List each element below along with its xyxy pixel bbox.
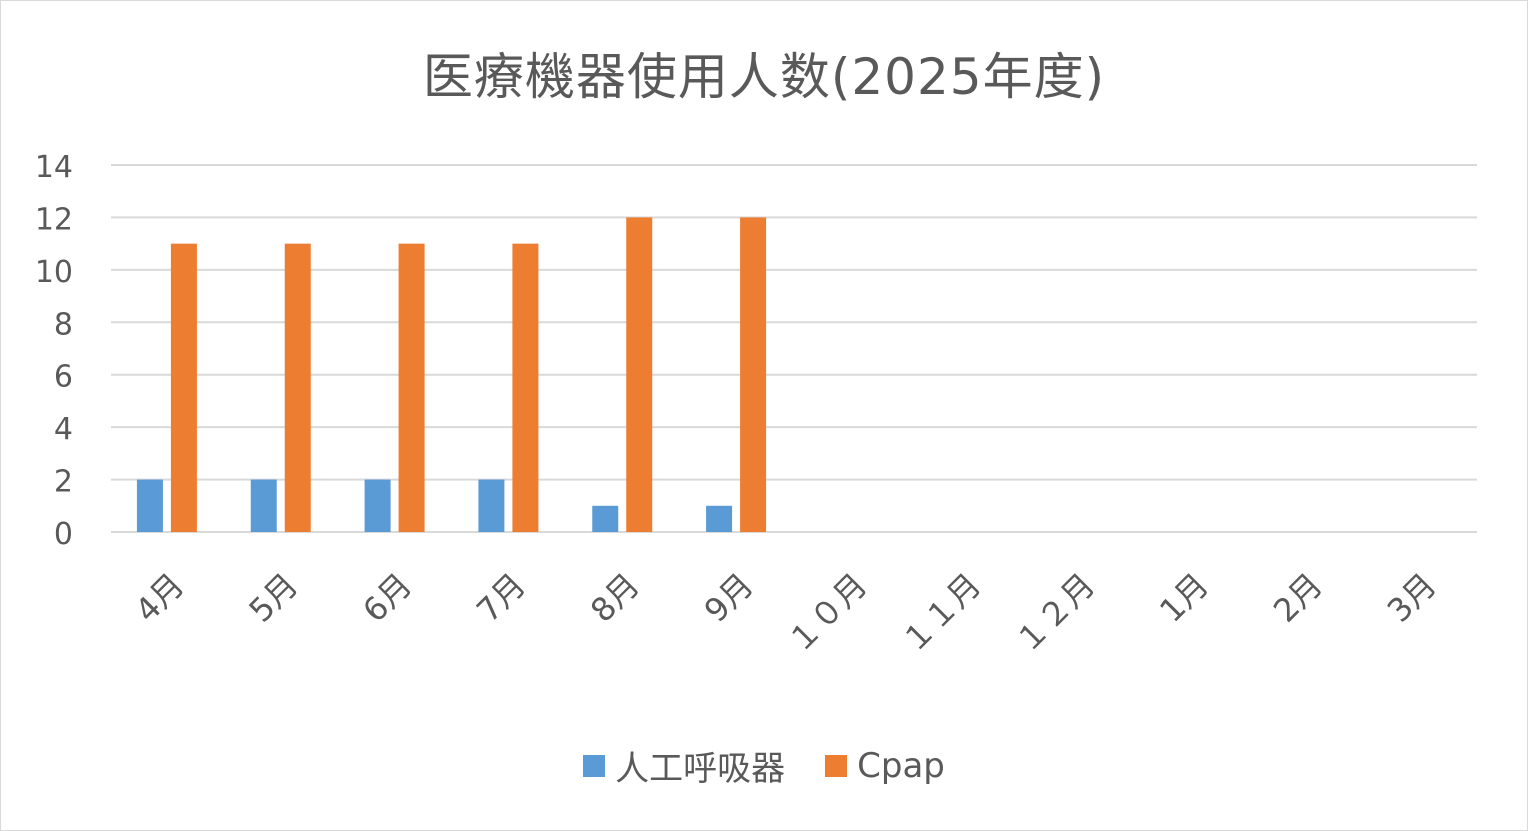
legend-item-cpap: Cpap <box>825 746 945 786</box>
bar-ventilator <box>136 479 163 532</box>
x-tick-label: 8月 <box>583 566 647 630</box>
bar-ventilator <box>478 479 505 532</box>
legend-swatch-ventilator <box>583 754 606 777</box>
x-tick-label: 5月 <box>242 566 306 630</box>
y-tick-label: 12 <box>35 202 73 237</box>
legend-item-ventilator: 人工呼吸器 <box>583 741 785 790</box>
legend-label-ventilator: 人工呼吸器 <box>615 749 786 789</box>
bar-cpap <box>740 217 767 532</box>
gridlines <box>111 164 1477 533</box>
legend: 人工呼吸器 Cpap <box>1 741 1527 790</box>
x-tick-label: 9月 <box>697 566 761 630</box>
bar-cpap <box>170 243 197 532</box>
bar-ventilator <box>364 479 391 532</box>
x-tick-label: 4月 <box>128 566 192 630</box>
y-tick-label: 2 <box>54 465 73 500</box>
bars <box>136 217 767 532</box>
x-tick-label: １２月 <box>1007 566 1102 661</box>
bar-ventilator <box>250 479 277 532</box>
y-tick-label: 14 <box>35 150 73 185</box>
bar-cpap <box>398 243 425 532</box>
x-tick-label: １１月 <box>894 566 989 661</box>
y-tick-label: 10 <box>35 255 73 290</box>
bar-cpap <box>284 243 311 532</box>
y-tick-label: 0 <box>54 517 73 552</box>
x-tick-label: 1月 <box>1152 566 1216 630</box>
x-tick-label: 2月 <box>1266 566 1330 630</box>
x-tick-label: 6月 <box>355 566 419 630</box>
y-tick-label: 4 <box>54 412 73 447</box>
x-tick-label: １０月 <box>780 566 875 661</box>
x-tick-label: 3月 <box>1380 566 1444 630</box>
x-axis-ticks: 4月 5月 6月 7月 8月 9月 １０月 １１月 １２月 1月 2月 3月 <box>128 566 1444 661</box>
chart-title: 医療機器使用人数(2025年度) <box>422 48 1106 106</box>
legend-label-cpap: Cpap <box>857 745 945 786</box>
bar-cpap <box>626 217 653 532</box>
bar-ventilator <box>592 505 619 532</box>
y-tick-label: 6 <box>54 360 73 395</box>
bar-ventilator <box>706 505 733 532</box>
x-tick-label: 7月 <box>469 566 533 630</box>
legend-swatch-cpap <box>825 754 848 777</box>
bar-cpap <box>512 243 539 532</box>
y-tick-label: 8 <box>54 307 73 342</box>
y-axis-ticks: 0 2 4 6 8 10 12 14 <box>35 150 73 552</box>
